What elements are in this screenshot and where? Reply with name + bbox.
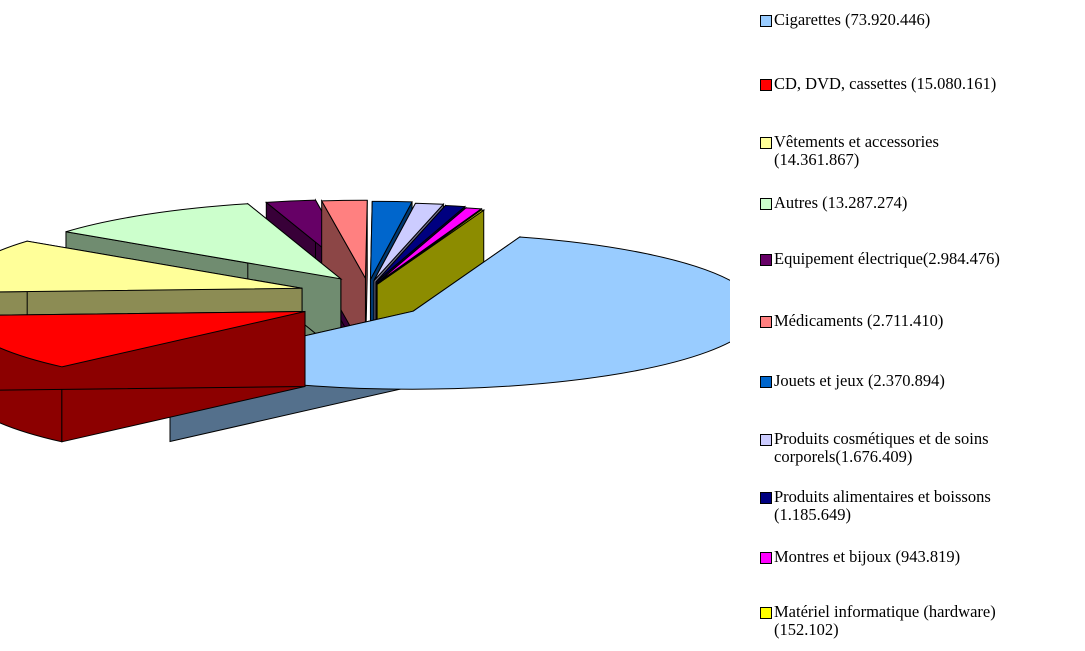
- legend-swatch: [760, 79, 772, 91]
- legend-swatch: [760, 198, 772, 210]
- legend-swatch: [760, 137, 772, 149]
- legend-item: Cigarettes (73.920.446): [758, 11, 1085, 29]
- legend-label: Vêtements et accessories (14.361.867): [774, 132, 939, 169]
- legend-item: Matériel informatique (hardware) (152.10…: [758, 603, 1085, 639]
- legend-label: Produits alimentaires et boissons (1.185…: [774, 487, 991, 524]
- legend-swatch: [760, 434, 772, 446]
- legend-label: Autres (13.287.274): [774, 193, 908, 212]
- legend-swatch: [760, 607, 772, 619]
- legend-item: Montres et bijoux (943.819): [758, 548, 1085, 566]
- legend-item: Médicaments (2.711.410): [758, 312, 1085, 330]
- legend-label: Matériel informatique (hardware) (152.10…: [774, 602, 996, 639]
- legend-swatch: [760, 254, 772, 266]
- legend-swatch: [760, 492, 772, 504]
- legend-label: CD, DVD, cassettes (15.080.161): [774, 74, 997, 93]
- legend-item: Produits alimentaires et boissons (1.185…: [758, 488, 1085, 524]
- legend-swatch: [760, 552, 772, 564]
- pie-chart-svg: [0, 198, 759, 443]
- legend-swatch: [760, 376, 772, 388]
- legend-label: Médicaments (2.711.410): [774, 311, 944, 330]
- legend-swatch: [760, 316, 772, 328]
- legend-item: Produits cosmétiques et de soins corpore…: [758, 430, 1085, 466]
- legend-item: CD, DVD, cassettes (15.080.161): [758, 75, 1085, 93]
- legend-item: Equipement électrique(2.984.476): [758, 250, 1085, 268]
- legend-label: Equipement électrique(2.984.476): [774, 249, 1000, 268]
- pie-slice: [0, 310, 306, 443]
- legend-item: Vêtements et accessories (14.361.867): [758, 133, 1085, 169]
- legend-label: Jouets et jeux (2.370.894): [774, 371, 945, 390]
- legend-item: Autres (13.287.274): [758, 194, 1085, 212]
- legend-label: Montres et bijoux (943.819): [774, 547, 961, 566]
- pie-chart: [0, 180, 759, 480]
- legend: Cigarettes (73.920.446) CD, DVD, cassette…: [758, 0, 1085, 651]
- legend-item: Jouets et jeux (2.370.894): [758, 372, 1085, 390]
- legend-swatch: [760, 15, 772, 27]
- legend-label: Produits cosmétiques et de soins corpore…: [774, 429, 989, 466]
- legend-label: Cigarettes (73.920.446): [774, 10, 931, 29]
